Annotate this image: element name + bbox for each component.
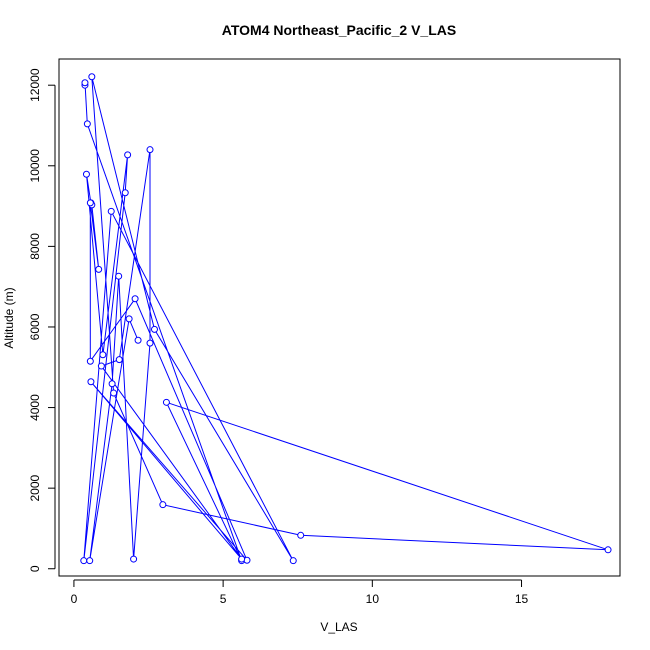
data-point [146,146,154,154]
data-point [107,207,115,215]
data-point [86,357,94,365]
data-point [159,501,167,509]
data-point [86,199,94,207]
chart-title: ATOM4 Northeast_Pacific_2 V_LAS [222,22,456,38]
x-tick-label: 0 [71,592,78,606]
data-point [134,336,142,344]
x-axis: 0 5 10 15 [71,579,529,606]
y-tick-label: 10000 [28,149,42,183]
y-axis-label: Altitude (m) [2,287,16,348]
data-point [97,362,105,370]
data-point [108,380,116,388]
x-axis-label: V_LAS [320,620,357,634]
data-point [88,73,96,81]
data-point [121,189,129,197]
y-tick-label: 8000 [28,233,42,260]
y-tick-label: 6000 [28,313,42,340]
data-point [110,389,118,397]
data-point [238,555,246,563]
data-point [162,398,170,406]
data-point [146,339,154,347]
data-point [124,151,132,159]
data-point [125,315,133,323]
data-point [99,351,107,359]
data-point [115,272,123,280]
data-point [115,356,123,364]
data-point [604,546,612,554]
series-line [83,76,609,561]
data-point [289,557,297,565]
y-tick-label: 12000 [28,68,42,102]
data-point [80,557,88,565]
data-point [95,265,103,273]
data-point [83,120,91,128]
y-tick-label: 4000 [28,394,42,421]
data-point [130,555,138,563]
data-point [87,378,95,386]
data-point [131,295,139,303]
series-v-las [80,73,612,565]
data-point [82,170,90,178]
data-point [150,325,158,333]
x-tick-label: 5 [220,592,227,606]
plot-frame [58,58,621,577]
y-axis: 0 2000 4000 6000 8000 10000 12000 [28,68,56,572]
x-tick-label: 15 [515,592,529,606]
data-point [86,557,94,565]
data-point [81,79,89,87]
data-point [297,531,305,539]
y-tick-label: 0 [28,565,42,572]
y-tick-label: 2000 [28,474,42,501]
x-tick-label: 10 [366,592,380,606]
